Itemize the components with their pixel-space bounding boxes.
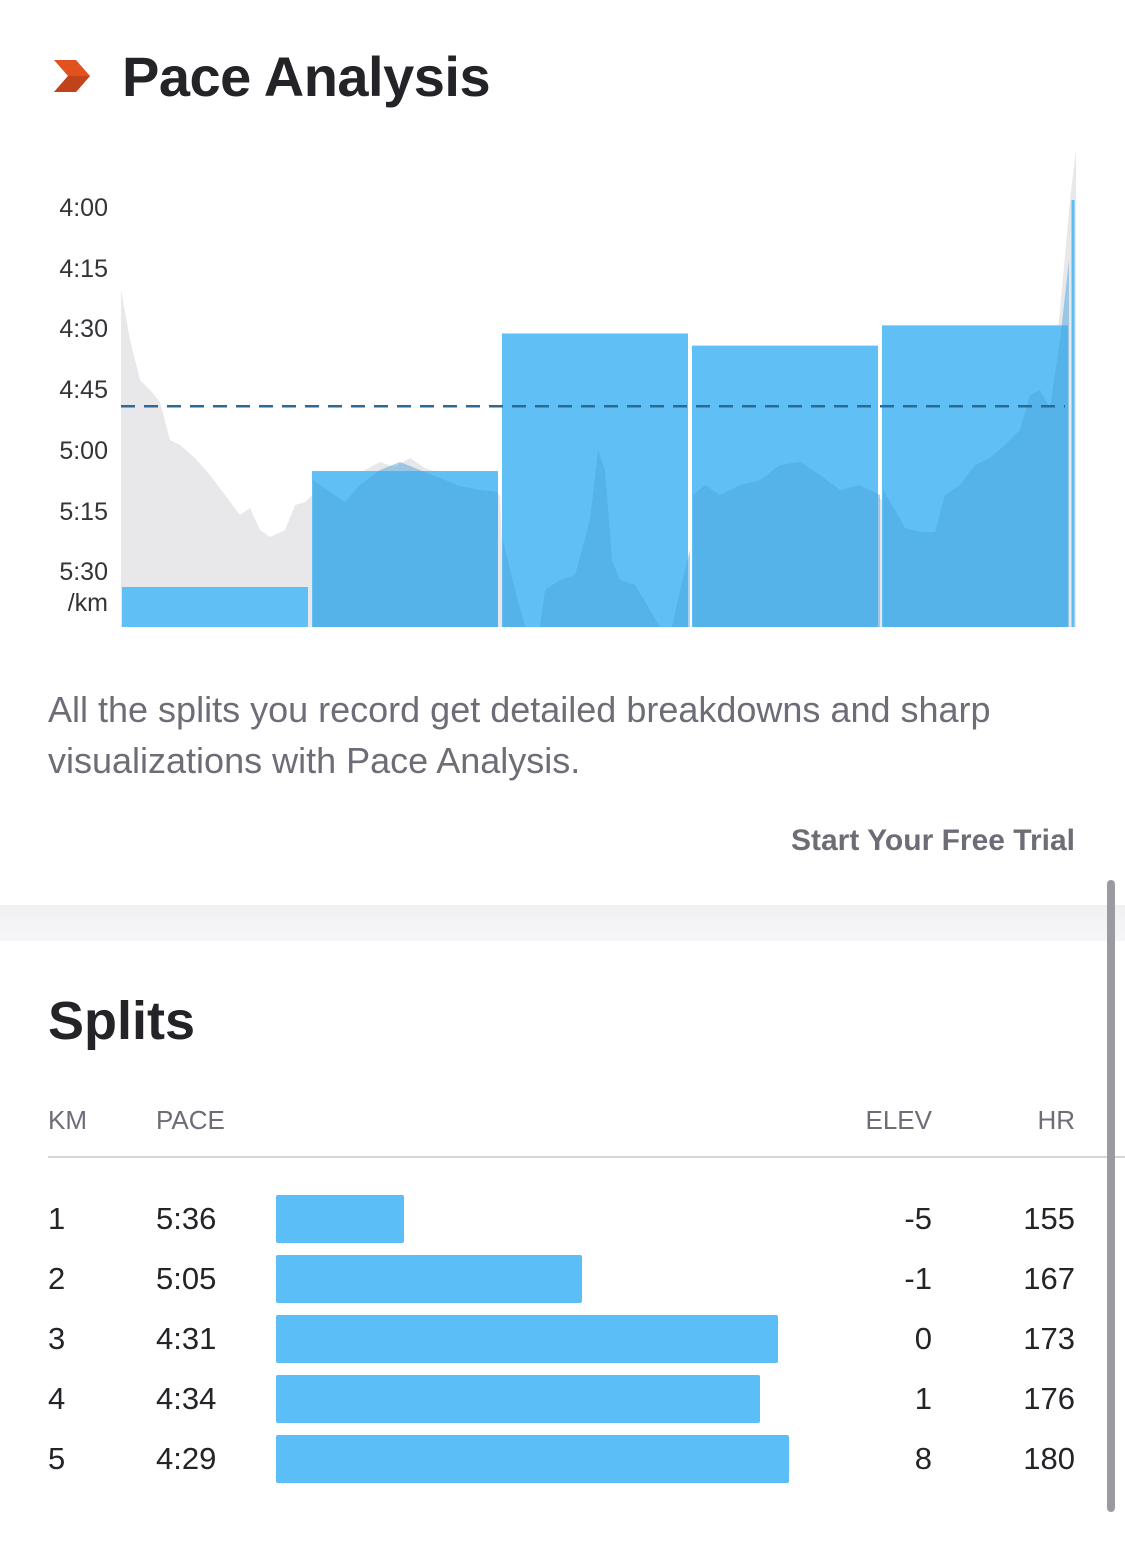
hr-overlay-3 — [540, 450, 660, 627]
split-km: 5 — [48, 1441, 66, 1476]
split-row: 3 4:31 0 173 — [0, 1315, 1125, 1375]
split-row: 4 4:34 1 176 — [0, 1375, 1125, 1435]
split-elev: -5 — [904, 1201, 932, 1236]
split-hr: 176 — [1023, 1381, 1075, 1416]
split-hr: 180 — [1023, 1441, 1075, 1476]
split-pace: 4:31 — [156, 1321, 217, 1356]
y-tick-label: 4:45 — [59, 376, 108, 405]
col-header-hr: HR — [1037, 1105, 1075, 1135]
hr-overlay-1 — [313, 462, 498, 627]
hr-overlay-6 — [883, 260, 1069, 627]
header-divider — [48, 1156, 1125, 1158]
y-tick-label: 4:15 — [59, 254, 108, 283]
description-text: All the splits you record get detailed b… — [48, 689, 991, 781]
split-km: 2 — [48, 1261, 66, 1296]
split-pace-bar — [276, 1435, 789, 1483]
split-hr: 167 — [1023, 1261, 1075, 1296]
split-elev: 1 — [914, 1381, 932, 1416]
split-pace: 5:05 — [156, 1261, 217, 1296]
split-hr: 173 — [1023, 1321, 1075, 1356]
y-tick-label: 5:30 — [59, 558, 108, 587]
split-row: 1 5:36 -5 155 — [0, 1195, 1125, 1255]
y-tick-label: 4:30 — [59, 315, 108, 344]
pace-chart-svg — [121, 150, 1076, 627]
split-pace: 4:34 — [156, 1381, 217, 1416]
split-pace-bar — [276, 1195, 404, 1243]
split-km: 3 — [48, 1321, 66, 1356]
hr-overlay-4 — [672, 550, 690, 627]
split-pace: 4:29 — [156, 1441, 217, 1476]
split-pace: 5:36 — [156, 1201, 217, 1236]
pace-bar-km-1 — [122, 587, 308, 627]
col-header-pace: PACE — [156, 1105, 225, 1135]
y-tick-label: 5:15 — [59, 497, 108, 526]
split-hr: 155 — [1023, 1201, 1075, 1236]
hr-overlay-5 — [693, 462, 880, 627]
y-unit-label: /km — [67, 589, 108, 618]
split-pace-bar — [276, 1315, 778, 1363]
pace-chart: 4:00 4:15 4:30 4:45 5:00 5:15 5:30/km — [0, 140, 1125, 650]
section-divider — [0, 905, 1125, 941]
splits-title: Splits — [48, 991, 196, 1051]
split-pace-bar — [276, 1375, 761, 1423]
page-title: Pace Analysis — [122, 44, 491, 108]
hr-overlay-2 — [503, 540, 525, 627]
section-header: Pace Analysis — [52, 40, 491, 112]
split-row: 2 5:05 -1 167 — [0, 1255, 1125, 1315]
scrollbar[interactable] — [1107, 880, 1115, 1512]
col-header-km: KM — [48, 1105, 87, 1135]
split-elev: -1 — [904, 1261, 932, 1296]
start-free-trial-link[interactable]: Start Your Free Trial — [791, 824, 1075, 857]
split-elev: 0 — [914, 1321, 932, 1356]
split-km: 4 — [48, 1381, 66, 1416]
y-tick-label: 5:00 — [59, 436, 108, 465]
split-pace-bar — [276, 1255, 583, 1303]
chevron-right-icon — [54, 60, 90, 92]
y-tick-label: 4:00 — [59, 194, 108, 222]
split-elev: 8 — [914, 1441, 932, 1476]
split-row: 5 4:29 8 180 — [0, 1435, 1125, 1495]
col-header-elev: ELEV — [865, 1105, 933, 1135]
split-km: 1 — [48, 1201, 66, 1236]
